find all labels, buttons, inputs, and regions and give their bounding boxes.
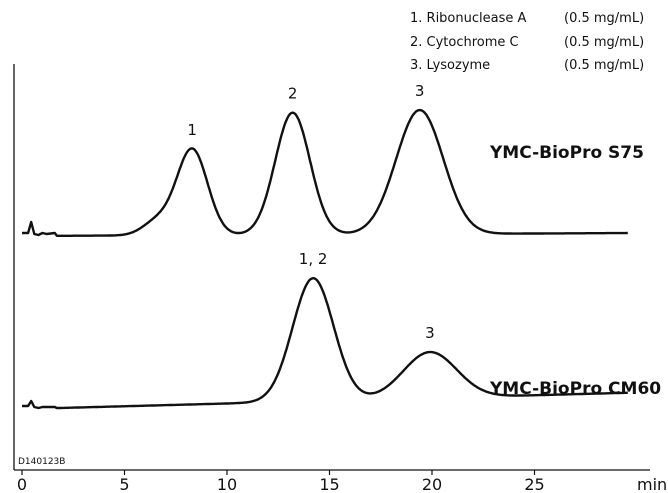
x-axis-label: min — [637, 475, 667, 493]
peak-label: 2 — [288, 85, 298, 103]
x-tick-label: 0 — [17, 475, 27, 493]
x-tick-label: 25 — [524, 475, 544, 493]
legend: 1. Ribonuclease A (0.5 mg/mL) 2. Cytochr… — [410, 11, 644, 73]
legend-entry-3-name: 3. Lysozyme — [410, 58, 490, 73]
x-tick-label: 20 — [422, 475, 442, 493]
peak-label: 1 — [187, 121, 197, 139]
peak-label: 3 — [415, 82, 425, 100]
figure-code: D140123B — [18, 457, 65, 467]
peak-label: 1, 2 — [299, 250, 328, 268]
x-tick-label: 5 — [119, 475, 129, 493]
legend-entry-3-conc: (0.5 mg/mL) — [564, 58, 644, 73]
series-line-ymc-biopro-s75 — [22, 108, 628, 237]
series-label-ymc-biopro-cm60: YMC-BioPro CM60 — [489, 379, 661, 399]
legend-entry-1-name: 1. Ribonuclease A — [410, 11, 526, 26]
series-line-ymc-biopro-cm60 — [22, 277, 628, 410]
legend-entry-2-name: 2. Cytochrome C — [410, 35, 519, 50]
series-label-ymc-biopro-s75: YMC-BioPro S75 — [489, 143, 644, 163]
peak-label: 3 — [425, 324, 435, 342]
x-tick-label: 15 — [319, 475, 339, 493]
legend-entry-1-conc: (0.5 mg/mL) — [564, 11, 644, 26]
legend-entry-2-conc: (0.5 mg/mL) — [564, 35, 644, 50]
x-tick-label: 10 — [217, 475, 237, 493]
x-axis-ticks: 0 5 10 15 20 25 — [17, 470, 545, 493]
